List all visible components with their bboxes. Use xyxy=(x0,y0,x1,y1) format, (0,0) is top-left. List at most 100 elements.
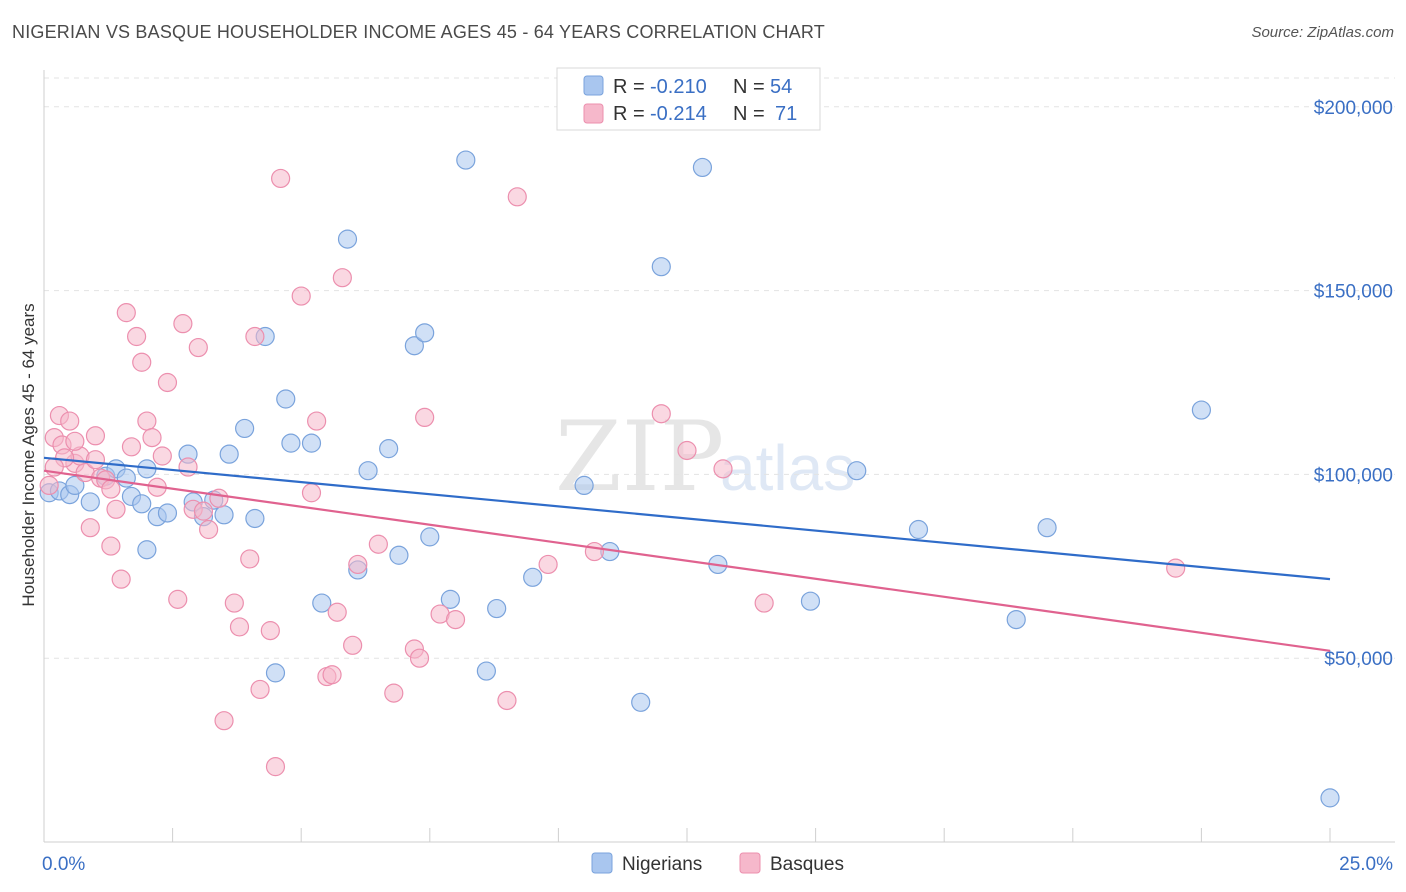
point-basques xyxy=(193,501,214,521)
point-nigerians xyxy=(312,593,332,613)
point-basques xyxy=(368,534,388,554)
point-basques xyxy=(178,457,198,477)
point-nigerians xyxy=(132,494,152,514)
trend-line-basques xyxy=(43,469,1331,652)
point-nigerians xyxy=(415,323,435,343)
point-basques xyxy=(343,635,363,655)
top-legend: R = -0.210 N = 54 R = -0.214 N = 71 xyxy=(556,67,821,131)
legend-swatch-nigerians xyxy=(583,75,604,96)
legend-r-label-basques: R = xyxy=(613,103,645,125)
bottom-legend-label-basques: Basques xyxy=(770,854,844,875)
axes: $50,000 $100,000 $150,000 $200,000 0.0% 25.0% xyxy=(42,70,1395,875)
point-basques xyxy=(584,541,605,562)
point-basques xyxy=(121,437,142,457)
legend-r-value-basques: -0.214 xyxy=(650,103,707,125)
y-tick-label: $200,000 xyxy=(1314,98,1393,119)
chart-title: NIGERIAN VS BASQUE HOUSEHOLDER INCOME AG… xyxy=(12,22,825,42)
point-nigerians xyxy=(379,439,399,459)
point-basques xyxy=(65,431,85,451)
bottom-legend-label-nigerians: Nigerians xyxy=(622,854,702,875)
y-tick-label: $100,000 xyxy=(1314,465,1393,486)
point-nigerians xyxy=(487,598,507,619)
point-basques xyxy=(754,593,774,613)
point-basques xyxy=(126,326,147,347)
point-nigerians xyxy=(389,545,409,565)
point-nigerians xyxy=(281,433,301,453)
x-tick-label-start: 0.0% xyxy=(42,854,85,875)
point-basques xyxy=(250,679,270,700)
point-basques xyxy=(322,665,342,685)
source-label: Source: ZipAtlas.com xyxy=(1251,24,1394,41)
point-basques xyxy=(101,536,121,556)
point-basques xyxy=(101,479,121,499)
trend-line-nigerians xyxy=(43,456,1331,581)
point-nigerians xyxy=(440,589,460,609)
point-nigerians xyxy=(276,389,296,409)
point-nigerians xyxy=(631,692,651,712)
point-nigerians xyxy=(574,475,594,496)
point-nigerians xyxy=(476,661,496,681)
point-basques xyxy=(214,711,234,731)
point-basques xyxy=(327,602,347,622)
point-nigerians xyxy=(245,508,265,529)
point-nigerians xyxy=(157,503,178,523)
point-basques xyxy=(132,352,152,372)
point-basques xyxy=(157,372,178,393)
watermark-zip: ZIP xyxy=(555,401,724,513)
point-nigerians xyxy=(265,663,286,683)
point-nigerians xyxy=(651,257,671,277)
point-basques xyxy=(39,475,59,496)
point-basques xyxy=(142,428,162,448)
point-nigerians xyxy=(1191,400,1212,420)
point-basques xyxy=(188,337,208,358)
point-basques xyxy=(415,407,435,427)
point-basques xyxy=(137,411,157,431)
point-basques xyxy=(245,326,265,347)
point-nigerians xyxy=(908,519,929,540)
point-basques xyxy=(173,314,193,334)
point-nigerians xyxy=(235,418,255,439)
point-basques xyxy=(497,690,517,711)
point-nigerians xyxy=(1006,609,1026,630)
point-basques xyxy=(1166,558,1186,578)
point-basques xyxy=(271,168,291,189)
point-nigerians xyxy=(456,150,476,170)
legend-n-label-basques: N = xyxy=(733,103,765,125)
point-basques xyxy=(240,549,260,569)
point-basques xyxy=(265,757,286,777)
point-basques xyxy=(106,499,126,519)
point-nigerians xyxy=(65,475,85,496)
point-basques xyxy=(651,404,671,424)
legend-n-label-nigerians: N = xyxy=(733,76,765,98)
point-nigerians xyxy=(137,540,157,560)
legend-r-value-nigerians: -0.210 xyxy=(650,76,707,98)
point-nigerians xyxy=(116,468,136,488)
point-nigerians xyxy=(420,527,440,547)
point-basques xyxy=(677,440,697,461)
point-basques xyxy=(291,286,311,306)
point-nigerians xyxy=(337,229,358,249)
point-basques xyxy=(85,426,106,446)
point-nigerians xyxy=(692,157,713,178)
point-basques xyxy=(116,303,136,323)
point-nigerians xyxy=(80,492,100,512)
point-nigerians xyxy=(404,336,424,356)
point-nigerians xyxy=(1320,788,1340,808)
point-nigerians xyxy=(219,444,239,464)
bottom-legend: Nigerians Basques xyxy=(591,852,844,875)
point-basques xyxy=(445,609,466,630)
bottom-legend-swatch-basques xyxy=(739,852,761,874)
y-axis-label: Householder Income Ages 45 - 64 years xyxy=(19,303,38,606)
point-basques xyxy=(713,459,733,479)
point-basques xyxy=(111,569,131,589)
y-tick-label: $50,000 xyxy=(1324,649,1393,670)
point-basques xyxy=(538,554,558,575)
point-nigerians xyxy=(358,461,378,481)
point-basques xyxy=(199,519,219,540)
bottom-legend-swatch-nigerians xyxy=(591,852,613,874)
watermark: ZIP atlas xyxy=(555,401,855,513)
point-basques xyxy=(229,617,250,637)
point-basques xyxy=(260,621,280,641)
legend-n-value-nigerians: 54 xyxy=(770,76,792,98)
